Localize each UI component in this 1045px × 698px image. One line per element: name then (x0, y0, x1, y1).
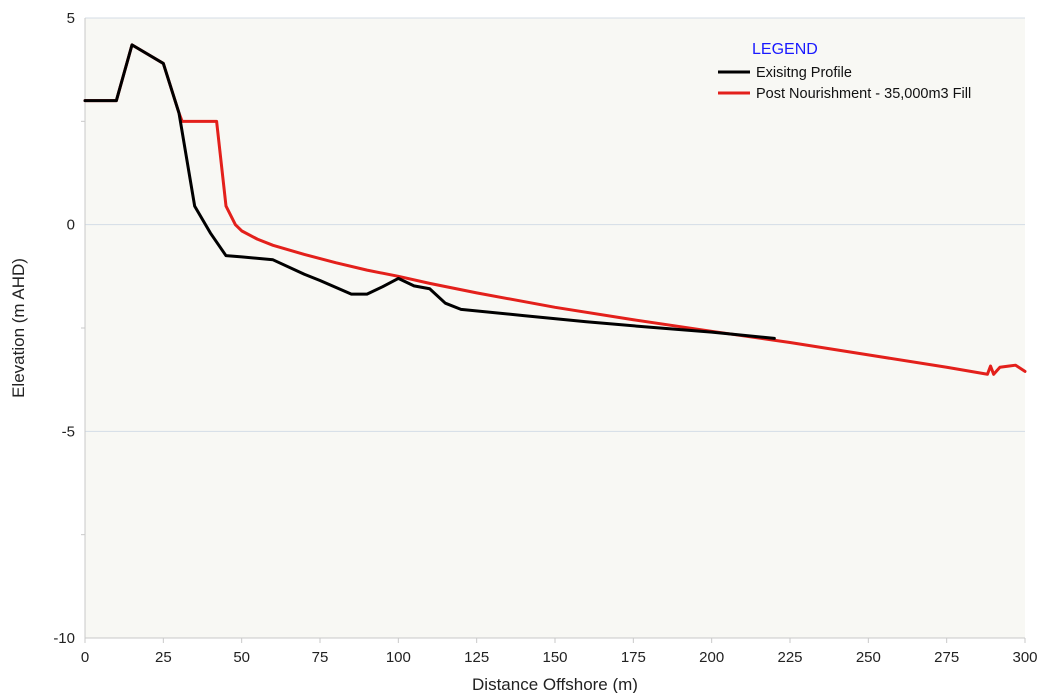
x-tick-label: 225 (777, 649, 802, 666)
legend-label-existing-profile: Exisitng Profile (756, 65, 852, 81)
x-tick-label: 275 (934, 649, 959, 666)
x-tick-label: 25 (155, 649, 172, 666)
tick-labels: 50-5-100 25 50 75 100 125 150 175 200 225 250 275 30… (53, 10, 1037, 666)
y-tick-label: -10 (53, 630, 75, 647)
series-line-existing-profile (83, 43, 776, 340)
legend: LEGEND Exisitng Profile Post Nourishment… (718, 41, 971, 102)
y-tick-label: 5 (67, 10, 75, 27)
legend-title: LEGEND (752, 41, 818, 58)
x-tick-label: 0 (81, 649, 89, 666)
plot-area-background (85, 18, 1025, 638)
x-tick-label: 200 (699, 649, 724, 666)
x-tick-label: 125 (464, 649, 489, 666)
y-tick-label: 0 (67, 217, 75, 234)
y-axis-title: Elevation (m AHD) (9, 258, 28, 398)
x-axis-title: Distance Offshore (m) (472, 675, 638, 693)
series-line-post-nourishment (83, 43, 1027, 376)
legend-label-post-nourishment: Post Nourishment - 35,000m3 Fill (756, 86, 971, 102)
x-tick-label: 300 (1012, 649, 1037, 666)
x-tick-label: 250 (856, 649, 881, 666)
data-series (83, 43, 1027, 376)
x-tick-label: 100 (386, 649, 411, 666)
x-tick-label: 150 (542, 649, 567, 666)
x-tick-label: 75 (312, 649, 329, 666)
axes (84, 18, 1025, 639)
y-tick-label: -5 (62, 423, 75, 440)
x-tick-label: 175 (621, 649, 646, 666)
x-tick-label: 50 (233, 649, 250, 666)
